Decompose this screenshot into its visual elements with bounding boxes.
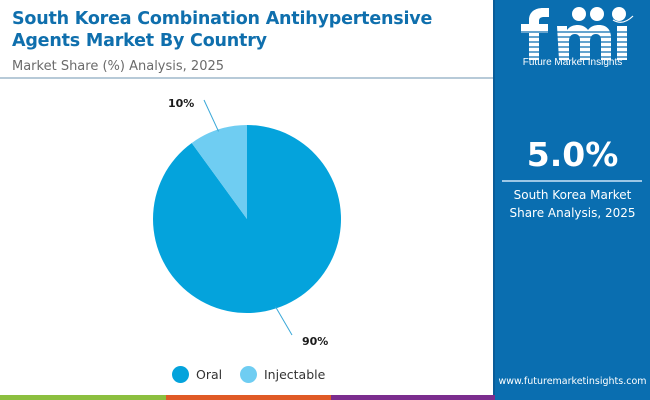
legend-item-injectable: Injectable [240,366,325,383]
highlight-caption: South Korea Market Share Analysis, 2025 [495,186,650,222]
logo-text: Future Market Insights [522,57,623,68]
sidebar-divider [502,180,642,182]
header-divider [0,77,495,79]
data-label-injectable: 10% [168,97,195,110]
footer-bar-orange [166,395,331,400]
legend-label-injectable: Injectable [264,367,326,382]
legend-swatch-injectable [240,366,257,383]
footer-bar-purple [331,395,495,400]
chart-subtitle: Market Share (%) Analysis, 2025 [12,59,225,74]
website-link[interactable]: www.futuremarketinsights.com [498,376,647,387]
pie-chart [152,99,341,336]
legend-label-oral: Oral [196,367,223,382]
leader-line-oral [275,306,293,336]
sidebar-edge [493,0,496,395]
highlight-caption-line2: Share Analysis, 2025 [509,206,636,220]
pie-slice-injectable [191,125,247,219]
footer-bar-green [0,395,166,400]
legend-item-oral: Oral [172,366,222,383]
highlight-caption-line1: South Korea Market [513,188,632,202]
fmi-logo-icon [515,7,635,60]
chart-title: South Korea Combination Antihypertensive… [12,9,433,51]
data-label-oral: 90% [302,335,329,348]
legend-swatch-oral [172,366,189,383]
highlight-value: 5.0% [526,135,619,174]
leader-line-injectable [203,99,219,132]
sidebar-panel: Future Market Insights 5.0% South Korea … [495,0,650,400]
